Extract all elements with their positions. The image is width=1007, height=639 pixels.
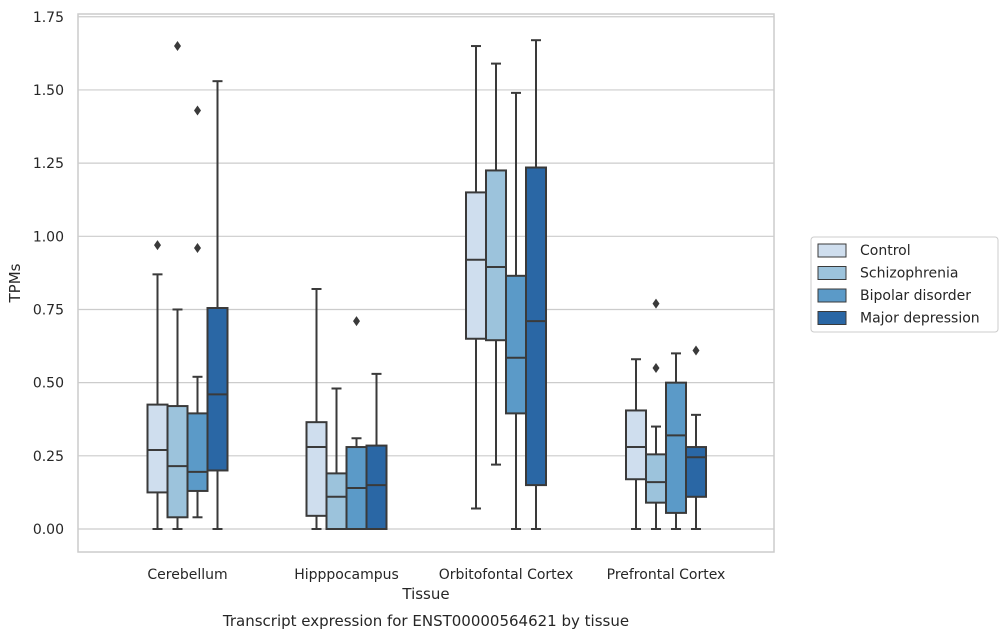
chart-caption: Transcript expression for ENST0000056462… <box>222 612 629 630</box>
x-tick-label: Orbitofontal Cortex <box>439 567 574 583</box>
legend-label: Control <box>860 243 911 259</box>
outlier-point <box>652 363 660 374</box>
box-body <box>685 446 707 498</box>
legend-swatch <box>817 288 847 303</box>
box-body <box>625 409 647 481</box>
x-tick-labels: Cerebellum Hipppocampus Orbitofontal Corte… <box>147 567 725 583</box>
boxes <box>146 39 707 531</box>
box-control <box>146 240 169 530</box>
box-schizophrenia <box>325 387 348 530</box>
box-body <box>305 421 328 517</box>
legend-label: Bipolar disorder <box>860 288 971 304</box>
outlier-point <box>194 105 201 116</box>
legend-label: Schizophrenia <box>860 266 958 282</box>
y-tick-label: 1.50 <box>33 83 64 99</box>
x-tick-label: Prefrontal Cortex <box>607 567 726 583</box>
y-tick-label: 0.25 <box>33 449 64 465</box>
outlier-point <box>353 316 360 327</box>
box-body <box>485 169 507 342</box>
y-axis-label: TPMs <box>6 263 24 303</box>
box-body <box>186 412 209 492</box>
y-tick-label: 1.00 <box>33 229 64 245</box>
box-schizophrenia <box>166 41 189 530</box>
box-major-depression <box>685 345 707 530</box>
x-tick-label: Cerebellum <box>147 567 227 583</box>
plot-frame <box>77 13 775 553</box>
box-bipolar-disorder <box>505 91 527 530</box>
outlier-point <box>194 243 201 254</box>
box-major-depression <box>525 39 547 530</box>
outlier-point <box>652 298 660 309</box>
box-major-depression <box>365 372 388 531</box>
box-bipolar-disorder <box>345 316 368 531</box>
box-control <box>625 358 647 530</box>
x-axis-label: Tissue <box>401 585 449 603</box>
y-tick-labels: 0.00 0.25 0.50 0.75 1.00 1.25 1.50 1.75 <box>33 10 64 538</box>
legend-swatch <box>817 266 847 280</box>
box-body <box>146 403 169 494</box>
box-body <box>525 166 547 487</box>
box-bipolar-disorder <box>665 352 687 530</box>
box-control <box>465 45 487 510</box>
y-tick-label: 0.00 <box>33 522 64 538</box>
box-body <box>166 405 189 519</box>
box-body <box>505 274 527 415</box>
legend-label: Major depression <box>860 311 980 327</box>
y-tick-label: 0.75 <box>33 302 64 318</box>
box-schizophrenia <box>645 298 667 530</box>
box-body <box>645 453 667 504</box>
box-body <box>665 381 687 514</box>
y-tick-label: 1.75 <box>33 10 64 26</box>
box-body <box>465 191 487 340</box>
legend-swatch <box>817 243 847 258</box>
legend-frame <box>810 236 999 333</box>
y-tick-label: 1.25 <box>33 156 64 172</box>
y-tick-label: 0.50 <box>33 376 64 392</box>
box-body <box>325 472 348 530</box>
box-control <box>305 287 328 530</box>
legend-swatch <box>817 311 847 325</box>
outlier-point <box>692 345 700 356</box>
box-schizophrenia <box>485 62 507 466</box>
box-bipolar-disorder <box>186 105 209 519</box>
box-body <box>206 307 229 472</box>
x-tick-label: Hipppocampus <box>294 567 399 583</box>
legend: Control Schizophrenia Bipolar disorder Majo… <box>810 236 999 333</box>
box-body <box>365 444 388 531</box>
outlier-point <box>174 41 181 52</box>
box-major-depression <box>206 80 229 530</box>
outlier-point <box>154 240 161 251</box>
